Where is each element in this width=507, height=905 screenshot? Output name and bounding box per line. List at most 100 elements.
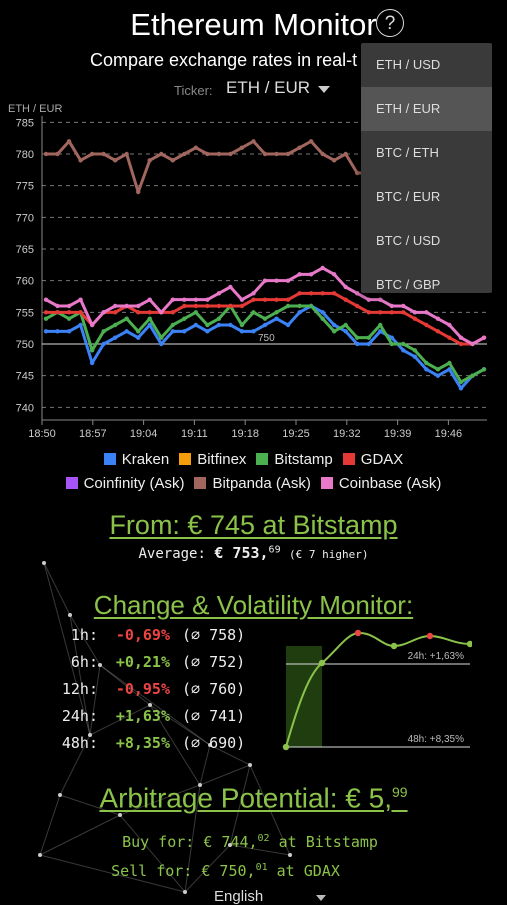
data-point-coinbase-ask bbox=[239, 297, 245, 302]
data-point-bitstamp bbox=[470, 373, 475, 378]
data-point-bitstamp bbox=[251, 310, 256, 315]
legend-swatch bbox=[103, 453, 116, 465]
y-axis-label: ETH / EUR bbox=[8, 103, 62, 115]
data-point-coinbase-ask bbox=[228, 284, 233, 290]
ticker-select[interactable]: ETH / EUR bbox=[226, 78, 311, 97]
dropdown-option-btc-eth[interactable]: BTC / ETH bbox=[376, 145, 439, 160]
legend-item-bitpanda-ask[interactable]: Bitpanda (Ask) bbox=[194, 475, 311, 492]
data-point-bitpanda-ask bbox=[228, 151, 233, 157]
data-point-kraken bbox=[170, 329, 175, 334]
data-point-kraken bbox=[182, 329, 187, 334]
network-node bbox=[183, 890, 187, 894]
language-select[interactable]: English bbox=[214, 888, 264, 905]
data-point-kraken bbox=[66, 329, 72, 334]
legend-swatch bbox=[342, 453, 355, 465]
data-point-gdax bbox=[136, 310, 141, 315]
data-point-kraken bbox=[424, 367, 429, 372]
volatility-title[interactable]: Change & Volatility Monitor: bbox=[93, 590, 414, 620]
data-point-coinbase-ask bbox=[320, 265, 325, 271]
data-point-kraken bbox=[331, 322, 337, 328]
mini-chart-label-48h: 48h: +8,35% bbox=[408, 734, 465, 745]
best-price-link[interactable]: From: € 745 at Bitstamp bbox=[109, 510, 398, 540]
data-point-kraken bbox=[458, 386, 464, 391]
data-point-bitstamp bbox=[412, 348, 418, 353]
buy-exchange: at Bitstamp bbox=[278, 833, 378, 851]
average-price: Average: € 753,69 (€ 7 higher) bbox=[0, 544, 507, 562]
buy-price: € 744, bbox=[203, 833, 258, 851]
data-point-gdax bbox=[297, 291, 302, 296]
dropdown-option-eth-eur[interactable]: ETH / EUR bbox=[361, 87, 492, 131]
data-point-kraken bbox=[205, 329, 210, 334]
data-point-gdax bbox=[216, 303, 222, 309]
volatility-row: 48h: +8,35% (⌀ 690) bbox=[52, 734, 245, 752]
arbitrage-title[interactable]: Arbitrage Potential: € 5,99 bbox=[0, 774, 507, 816]
data-point-coinbase-ask bbox=[193, 297, 199, 302]
data-point-kraken bbox=[78, 322, 83, 328]
data-point-gdax bbox=[147, 310, 152, 315]
dropdown-option-btc-eur[interactable]: BTC / EUR bbox=[376, 189, 441, 204]
data-point-bitstamp bbox=[297, 303, 302, 309]
data-point-bitstamp bbox=[124, 316, 129, 321]
legend-item-coinfinity-ask[interactable]: Coinfinity (Ask) bbox=[65, 475, 184, 492]
legend-swatch bbox=[320, 477, 333, 489]
data-point-gdax bbox=[308, 291, 314, 296]
data-point-bitstamp bbox=[274, 310, 279, 315]
volatility-mini-chart: 24h: +1,63% 48h: +8,35% bbox=[282, 629, 472, 751]
data-point-gdax bbox=[43, 310, 49, 315]
dropdown-option-eth-usd[interactable]: ETH / USD bbox=[376, 57, 441, 72]
data-point-bitpanda-ask bbox=[297, 145, 302, 150]
data-point-gdax bbox=[343, 297, 348, 302]
data-point-gdax bbox=[378, 310, 383, 315]
volatility-change: +1,63% bbox=[115, 707, 170, 725]
mini-chart-area bbox=[286, 646, 322, 747]
data-point-gdax bbox=[285, 297, 291, 302]
volatility-period: 1h: bbox=[70, 626, 98, 644]
volatility-change: -0,95% bbox=[115, 680, 170, 698]
dropdown-option-btc-gbp[interactable]: BTC / GBP bbox=[376, 277, 441, 292]
data-point-bitpanda-ask bbox=[343, 151, 348, 157]
data-point-bitstamp bbox=[481, 367, 487, 372]
legend-item-gdax[interactable]: GDAX bbox=[342, 451, 403, 468]
chevron-down-icon[interactable] bbox=[318, 86, 330, 93]
y-tick-label: 740 bbox=[16, 402, 34, 414]
sell-price: € 750, bbox=[201, 862, 256, 880]
data-point-coinbase-ask bbox=[43, 297, 49, 302]
help-icon[interactable]: ? bbox=[376, 9, 404, 37]
data-point-gdax bbox=[251, 297, 256, 302]
data-point-coinbase-ask bbox=[401, 303, 406, 309]
legend-label: Bitstamp bbox=[274, 450, 333, 468]
data-point-bitstamp bbox=[262, 316, 268, 321]
ticker-dropdown-menu: ETH / USD ETH / EUR BTC / ETH BTC / EUR BTC … bbox=[361, 43, 492, 293]
data-point-kraken bbox=[297, 310, 302, 315]
legend-item-bitfinex[interactable]: Bitfinex bbox=[179, 451, 246, 468]
app-title: Ethereum Monitor bbox=[130, 7, 377, 42]
volatility-average: (⌀ 760) bbox=[182, 680, 246, 698]
data-point-kraken bbox=[136, 335, 141, 340]
data-point-bitstamp bbox=[239, 322, 245, 328]
legend-item-bitstamp[interactable]: Bitstamp bbox=[256, 450, 333, 468]
legend-item-kraken[interactable]: Kraken bbox=[103, 451, 169, 468]
mini-chart-point bbox=[318, 659, 326, 667]
data-point-coinbase-ask bbox=[435, 316, 441, 321]
legend-item-coinbase-ask[interactable]: Coinbase (Ask) bbox=[320, 475, 441, 492]
data-point-coinbase-ask bbox=[216, 291, 222, 296]
data-point-kraken bbox=[159, 341, 164, 347]
y-tick-label: 765 bbox=[16, 244, 34, 256]
data-point-bitstamp bbox=[112, 322, 118, 328]
data-point-coinbase-ask bbox=[251, 291, 256, 296]
sell-label: Sell for: bbox=[111, 862, 193, 880]
data-point-gdax bbox=[193, 303, 199, 309]
data-point-bitpanda-ask bbox=[262, 151, 268, 157]
dropdown-option-btc-usd[interactable]: BTC / USD bbox=[376, 233, 441, 248]
volatility-period: 6h: bbox=[70, 653, 98, 671]
data-point-bitstamp bbox=[355, 335, 360, 340]
volatility-row: 1h: -0,69% (⌀ 758) bbox=[52, 626, 245, 644]
data-point-coinbase-ask bbox=[101, 310, 106, 315]
chevron-down-icon[interactable] bbox=[316, 895, 326, 901]
volatility-row: 12h: -0,95% (⌀ 760) bbox=[52, 680, 245, 698]
data-point-bitpanda-ask bbox=[124, 151, 129, 157]
data-point-coinbase-ask bbox=[274, 278, 279, 283]
data-point-bitstamp bbox=[389, 341, 394, 347]
data-point-coinbase-ask bbox=[124, 303, 129, 309]
data-point-kraken bbox=[355, 341, 360, 347]
